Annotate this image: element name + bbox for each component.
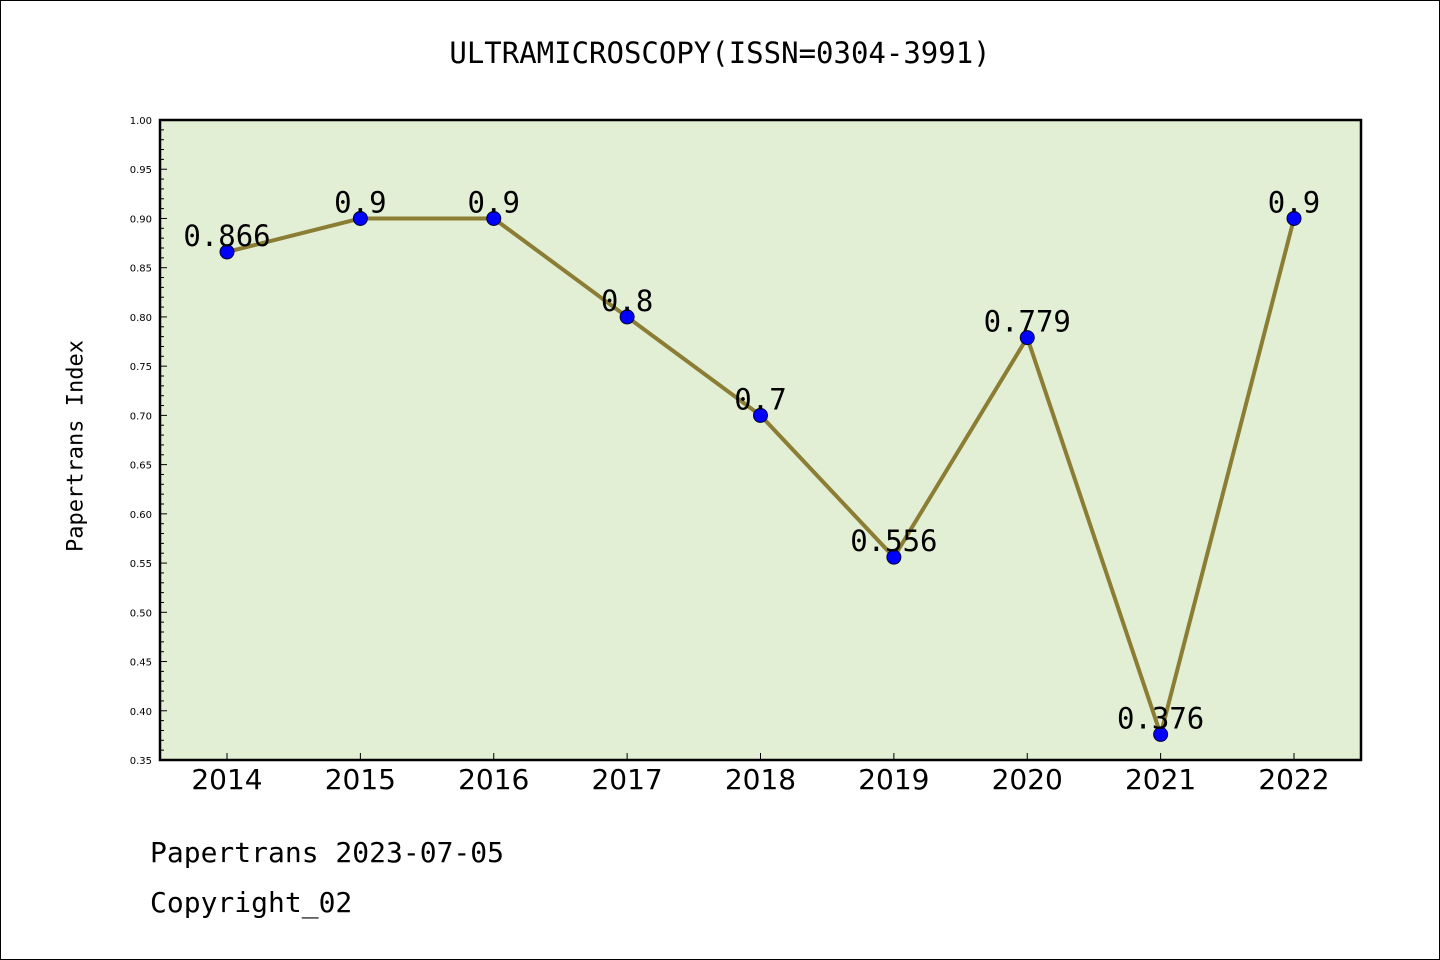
data-label: 0.556 [850, 524, 937, 558]
plot-area [160, 120, 1361, 760]
x-tick-label: 2016 [458, 763, 529, 796]
y-tick-label: 0.90 [130, 214, 152, 225]
x-tick-label: 2014 [191, 763, 262, 796]
data-label: 0.866 [183, 219, 270, 253]
y-tick-label: 0.60 [130, 510, 152, 521]
data-label: 0.779 [984, 305, 1071, 339]
data-label: 0.9 [334, 185, 386, 219]
y-tick-label: 0.45 [130, 658, 152, 669]
data-point [352, 210, 368, 226]
footer-date: Papertrans 2023-07-05 [150, 836, 505, 869]
data-label: 0.376 [1117, 701, 1204, 735]
x-tick-label: 2021 [1125, 763, 1196, 796]
data-point [486, 210, 502, 226]
y-axis: 0.35 0.40 0.45 0.50 0.55 0.60 0.65 0.70 0.75 0.80… [130, 116, 167, 767]
data-point [1019, 330, 1035, 346]
y-tick-label: 0.70 [130, 411, 152, 422]
x-tick-label: 2018 [725, 763, 796, 796]
x-axis: 2014 2015 2016 2017 2018 2019 2020 2021 2022 [191, 753, 1330, 796]
data-labels: 0.866 0.9 0.9 0.8 0.7 0.556 0.779 0.376 0.9 [183, 185, 1320, 735]
data-point [619, 309, 635, 325]
y-tick-label: 0.40 [130, 707, 152, 718]
y-tick-label: 0.75 [130, 362, 152, 373]
plot-border [158, 118, 1363, 762]
data-point [753, 407, 768, 423]
data-label: 0.7 [734, 382, 786, 416]
data-label: 0.9 [1268, 185, 1320, 219]
y-tick-label: 0.80 [130, 313, 152, 324]
data-label: 0.8 [601, 284, 653, 318]
data-point [219, 244, 235, 260]
y-tick-label: 0.55 [130, 559, 152, 570]
y-tick-label: 0.50 [130, 608, 152, 619]
footer-copyright: Copyright_02 [150, 886, 353, 919]
data-point [1153, 726, 1169, 742]
y-tick-label: 0.85 [130, 264, 152, 275]
y-tick-label: 0.35 [130, 756, 152, 767]
y-tick-label: 0.95 [130, 165, 152, 176]
x-tick-label: 2022 [1258, 763, 1329, 796]
x-tick-label: 2017 [591, 763, 662, 796]
x-tick-label: 2019 [858, 763, 929, 796]
y-tick-label: 0.65 [130, 461, 152, 472]
data-label: 0.9 [468, 185, 520, 219]
data-point [1286, 210, 1302, 226]
x-tick-label: 2015 [325, 763, 396, 796]
x-tick-label: 2020 [992, 763, 1063, 796]
y-tick-label: 1.00 [130, 116, 152, 127]
data-points [219, 210, 1302, 742]
data-point [886, 549, 902, 565]
chart-title: ULTRAMICROSCOPY(ISSN=0304-3991) [449, 36, 991, 70]
